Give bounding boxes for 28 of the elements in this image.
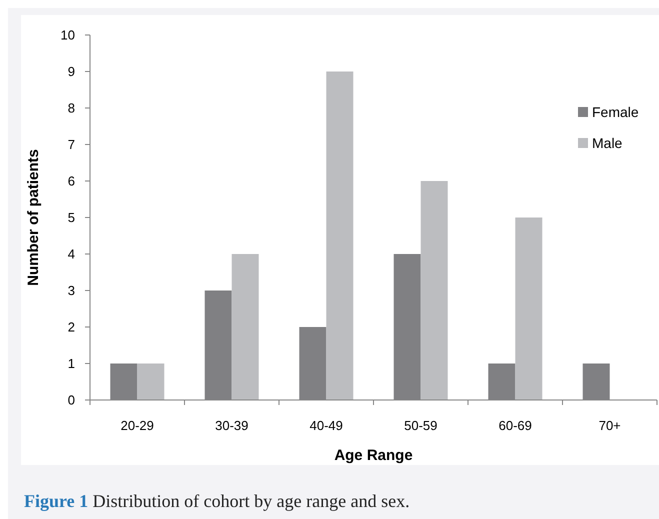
y-tick-label: 2 [68,320,75,335]
y-tick-label: 9 [68,64,75,80]
y-tick-label: 10 [60,28,75,43]
y-tick-label: 4 [68,246,75,262]
bar [137,364,164,400]
bar [232,254,259,400]
y-tick-label: 7 [68,137,75,152]
x-tick-label: 30-39 [215,418,248,433]
x-tick-label: 20-29 [120,418,154,433]
x-tick-label: 60-69 [498,418,532,433]
x-tick-label: 40-49 [310,418,343,433]
legend-label: Female [592,104,639,120]
y-tick-label: 3 [68,283,75,298]
text: Distribution of cohort by age range and sex. [88,491,410,511]
bar [515,218,542,400]
bar [420,181,448,400]
bar [326,72,354,400]
y-tick-label: 1 [68,356,75,372]
y-tick-label: 8 [68,100,75,116]
y-tick-label: 0 [68,392,75,408]
legend-label: Male [592,134,623,151]
y-axis-title: Number of patients [25,149,42,286]
caption: Figure 1 [24,491,88,511]
x-axis-title: Age Range [334,447,413,464]
y-tick-label: 6 [68,174,75,189]
x-tick-label: 50-59 [404,418,438,433]
y-tick-label: 5 [68,210,75,226]
x-tick-label: 70+ [598,418,621,433]
